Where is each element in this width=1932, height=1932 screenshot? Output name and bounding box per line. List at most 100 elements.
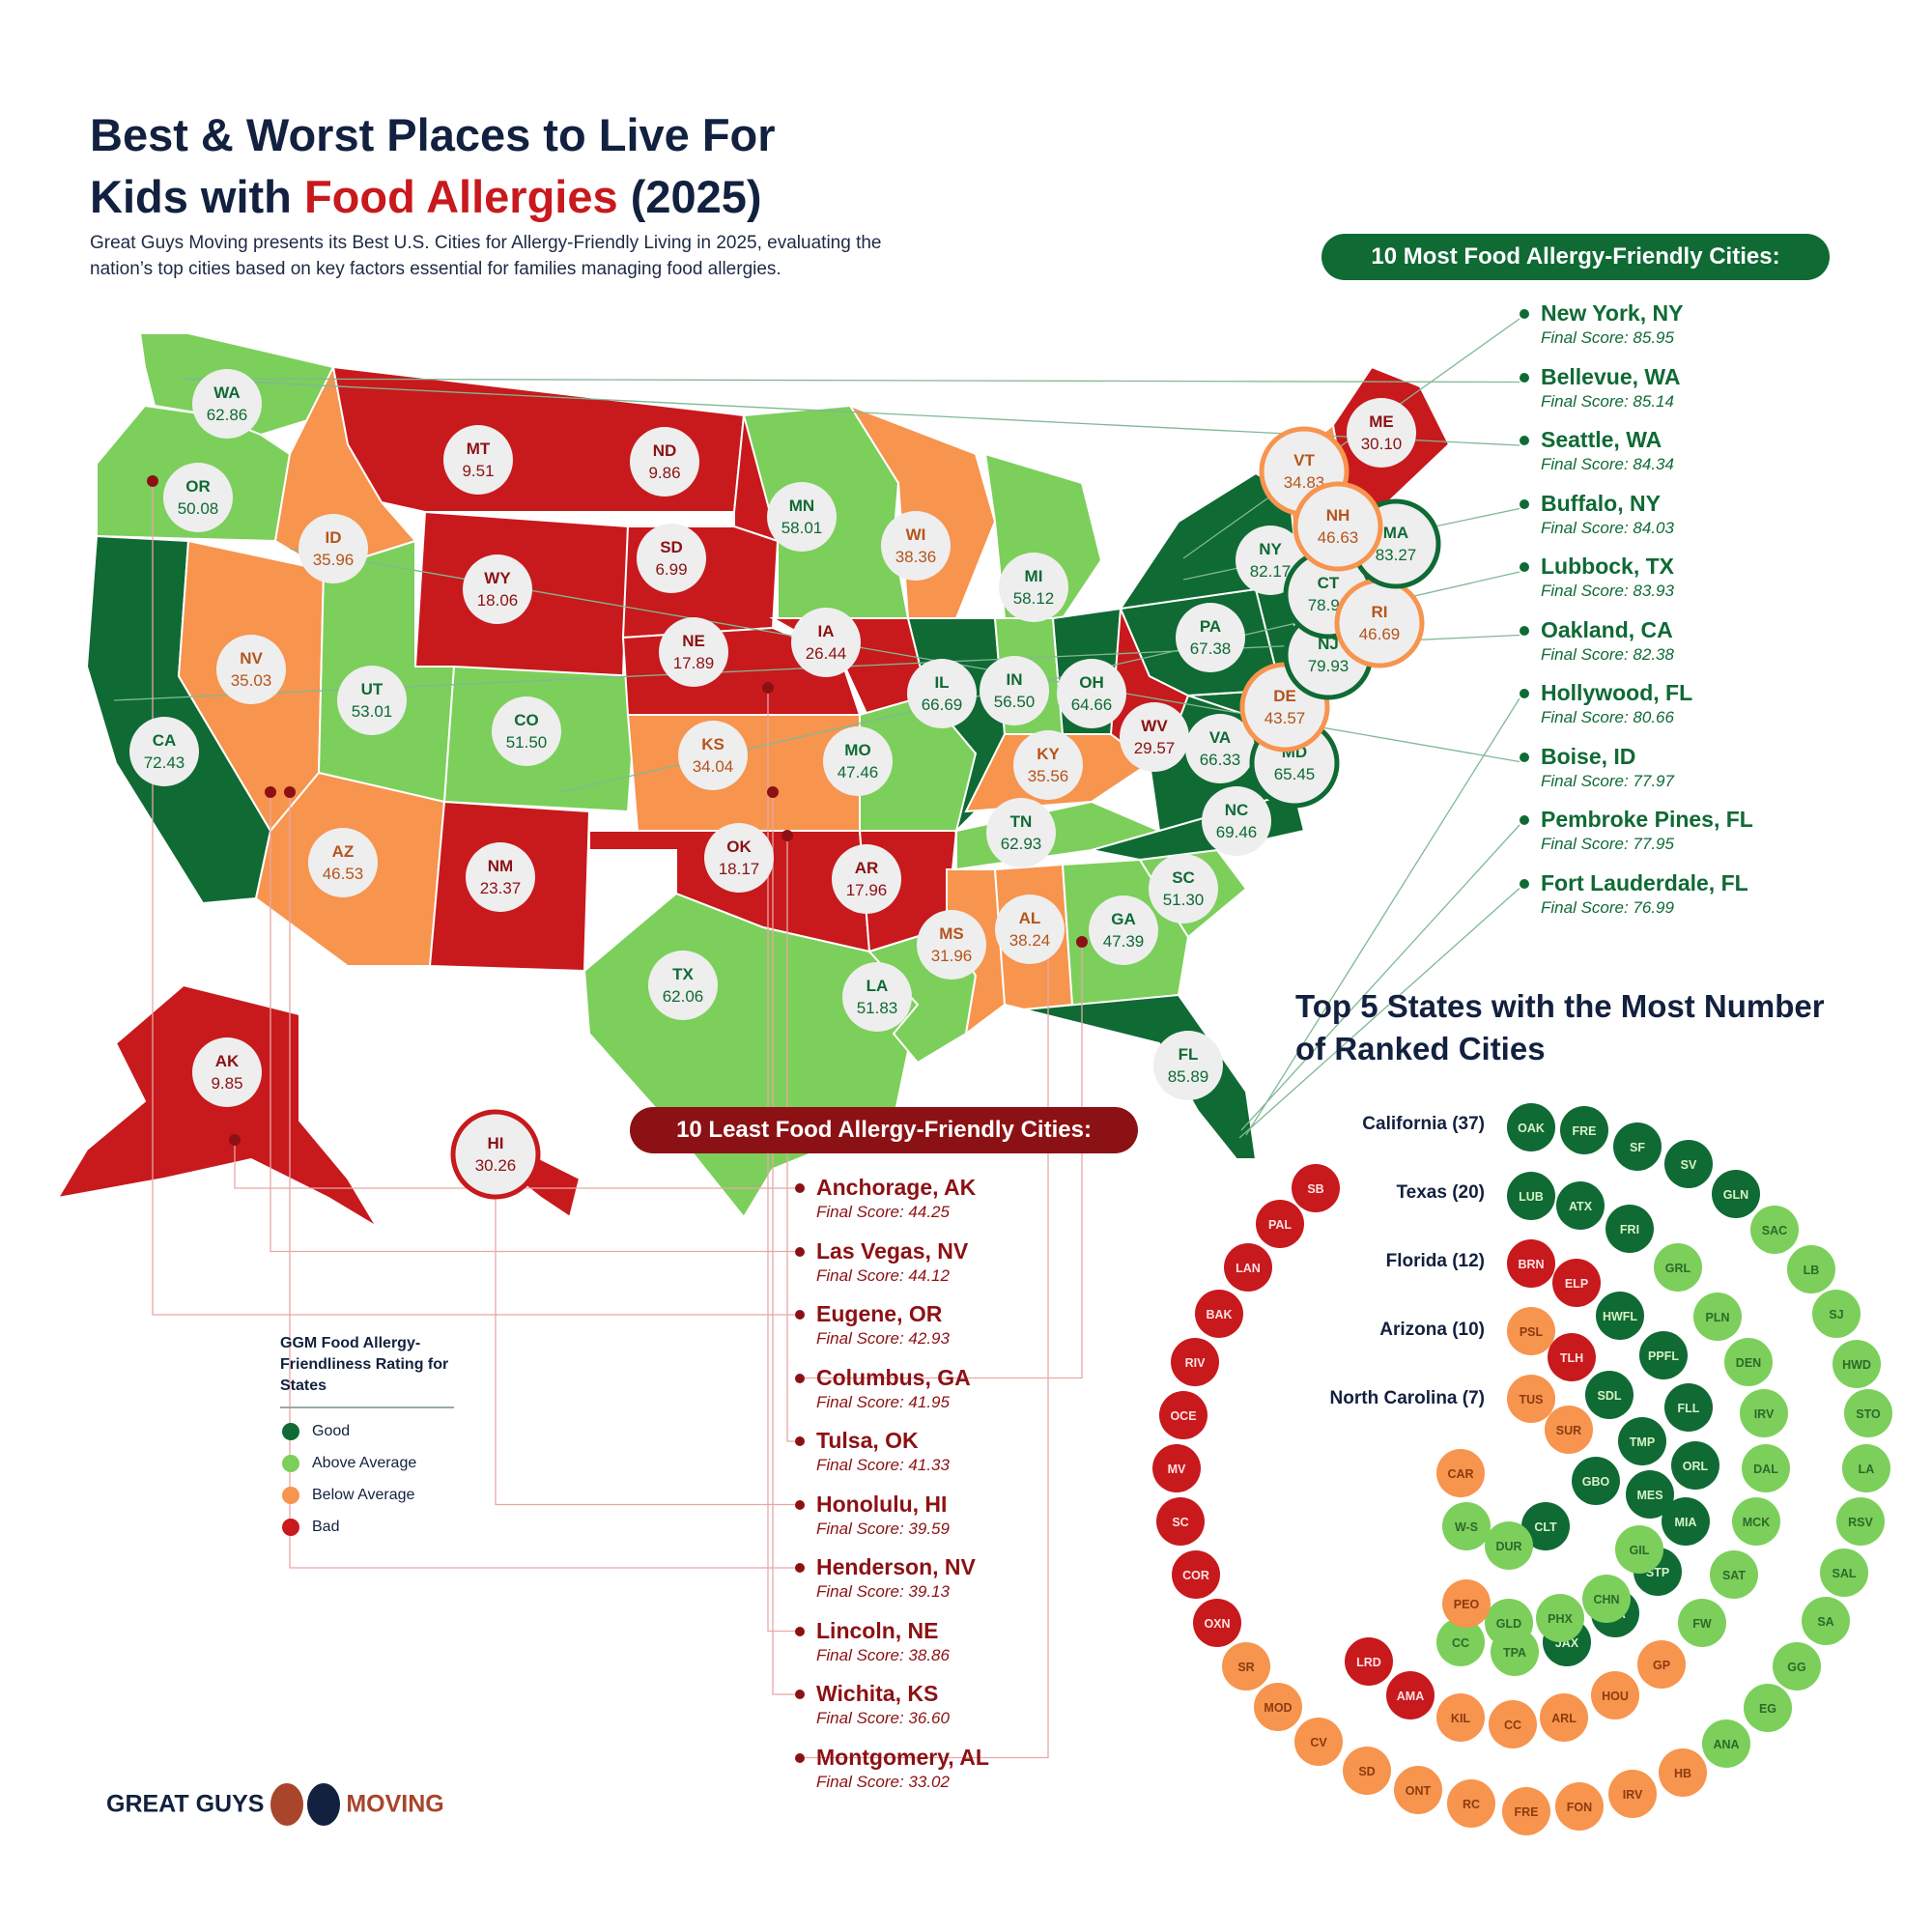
- state-marker-circle: [443, 425, 513, 495]
- state-marker-ia: IA 26.44: [791, 608, 861, 677]
- city-bubble: KIL: [1436, 1693, 1485, 1742]
- city-bubble-circle: [1195, 1290, 1243, 1338]
- city-bubble-code: GIL: [1630, 1544, 1650, 1557]
- city-bubble: RIV: [1171, 1338, 1219, 1386]
- state-marker-circle: [163, 463, 233, 532]
- city-bubble-circle: [1436, 1693, 1485, 1742]
- city-bubble: SF: [1613, 1122, 1662, 1171]
- state-marker-circle: [995, 895, 1065, 964]
- state-score: 30.10: [1361, 435, 1403, 453]
- city-location-dot: [1076, 936, 1088, 948]
- legend-swatch: [282, 1423, 299, 1440]
- state-marker-il: IL 66.69: [907, 659, 977, 728]
- city-bubble-circle: [1732, 1497, 1780, 1546]
- state-marker-circle: [298, 514, 368, 583]
- city-bubble-code: SAT: [1722, 1569, 1746, 1582]
- city-name: Oakland, CA: [1541, 616, 1673, 642]
- state-marker-circle: [450, 1109, 541, 1200]
- city-bubble: PHX: [1536, 1594, 1584, 1642]
- city-dot: [1520, 372, 1529, 383]
- city-bubble-circle: [1345, 1637, 1393, 1686]
- state-score: 51.30: [1163, 891, 1205, 909]
- state-marker-circle: [1013, 730, 1083, 800]
- city-location-dot: [147, 475, 158, 487]
- city-name: Buffalo, NY: [1541, 490, 1661, 516]
- city-bubble-code: LAN: [1236, 1262, 1261, 1275]
- state-abbr: MA: [1383, 524, 1408, 542]
- state-marker-wi: WI 38.36: [881, 511, 951, 581]
- state-marker-ri: RI 46.69: [1334, 578, 1425, 668]
- city-bubble-circle: [1659, 1748, 1707, 1797]
- connector-line: [786, 836, 795, 1442]
- state-marker-tn: TN 62.93: [986, 798, 1056, 867]
- state-marker-circle: [466, 842, 535, 912]
- state-marker-circle: [678, 721, 748, 790]
- city-entry: Honolulu, HI Final Score: 39.59: [795, 1491, 950, 1541]
- state-abbr: NC: [1225, 801, 1249, 819]
- city-entry: Henderson, NV Final Score: 39.13: [795, 1553, 976, 1604]
- city-bubble: LA: [1842, 1444, 1890, 1492]
- city-bubble: SD: [1343, 1747, 1391, 1795]
- city-entry: Wichita, KS Final Score: 36.60: [795, 1680, 950, 1730]
- city-name: Lubbock, TX: [1541, 554, 1674, 579]
- state-score: 9.51: [462, 462, 494, 480]
- city-dot: [1520, 752, 1529, 762]
- city-entry: Bellevue, WA Final Score: 85.14: [1520, 363, 1681, 413]
- state-score: 46.53: [323, 865, 364, 883]
- city-bubble-code: DUR: [1495, 1540, 1521, 1553]
- state-abbr: MS: [939, 924, 964, 943]
- state-marker-circle: [842, 962, 912, 1032]
- logo-text-left: GREAT GUYS: [106, 1790, 265, 1818]
- state-score: 62.06: [663, 987, 704, 1006]
- city-bubble: IRV: [1740, 1389, 1788, 1437]
- state-abbr: SD: [660, 538, 683, 556]
- city-bubble: BAK: [1195, 1290, 1243, 1338]
- city-score: Final Score: 84.03: [1541, 518, 1674, 537]
- state-marker-circle: [1202, 786, 1271, 856]
- state-abbr: RI: [1372, 603, 1388, 621]
- city-bubble-code: ATX: [1569, 1200, 1593, 1213]
- city-bubble-code: FRE: [1573, 1124, 1597, 1138]
- city-name: Bellevue, WA: [1541, 363, 1681, 389]
- city-bubble-circle: [1552, 1259, 1601, 1307]
- legend-label: Good: [312, 1423, 351, 1439]
- city-dot: [795, 1436, 805, 1446]
- city-score: Final Score: 84.34: [1541, 455, 1674, 473]
- city-bubble-circle: [1294, 1718, 1343, 1766]
- city-bubble-code: SAL: [1833, 1567, 1857, 1580]
- state-marker-wa: WA 62.86: [192, 369, 262, 439]
- state-score: 29.57: [1134, 739, 1176, 757]
- title-suffix: (2025): [617, 171, 762, 222]
- city-bubble: GBO: [1572, 1457, 1620, 1505]
- city-bubble-code: PHX: [1548, 1612, 1573, 1626]
- city-bubble-circle: [1507, 1239, 1555, 1288]
- city-bubble-circle: [1224, 1243, 1272, 1292]
- city-bubble-code: CC: [1452, 1636, 1469, 1650]
- state-marker-nv: NV 35.03: [216, 635, 286, 704]
- city-entry: Montgomery, AL Final Score: 33.02: [795, 1744, 989, 1794]
- state-abbr: KS: [701, 735, 724, 753]
- state-abbr: TX: [672, 965, 694, 983]
- state-score: 53.01: [352, 702, 393, 721]
- city-name: Boise, ID: [1541, 743, 1636, 769]
- city-bubble-circle: [1833, 1340, 1881, 1388]
- city-bubble-circle: [1608, 1770, 1657, 1818]
- city-bubble-circle: [1664, 1140, 1713, 1188]
- city-bubble-circle: [1787, 1245, 1835, 1293]
- state-score: 58.12: [1013, 589, 1055, 608]
- city-bubble: TLH: [1548, 1333, 1596, 1381]
- state-marker-circle: [823, 726, 893, 796]
- city-entry: Oakland, CA Final Score: 82.38: [1520, 616, 1674, 667]
- city-bubble: STO: [1844, 1389, 1892, 1437]
- city-bubble-circle: [1507, 1103, 1555, 1151]
- state-abbr: MT: [467, 440, 491, 458]
- state-marker-circle: [1153, 1031, 1223, 1100]
- city-bubble-code: DEN: [1736, 1356, 1761, 1370]
- city-bubble: MIA: [1662, 1497, 1710, 1546]
- state-score: 23.37: [480, 879, 522, 897]
- city-bubble-circle: [1152, 1444, 1201, 1492]
- state-marker-circle: [907, 659, 977, 728]
- city-score: Final Score: 80.66: [1541, 708, 1674, 726]
- city-bubble-circle: [1545, 1406, 1593, 1454]
- city-dot: [795, 1690, 805, 1699]
